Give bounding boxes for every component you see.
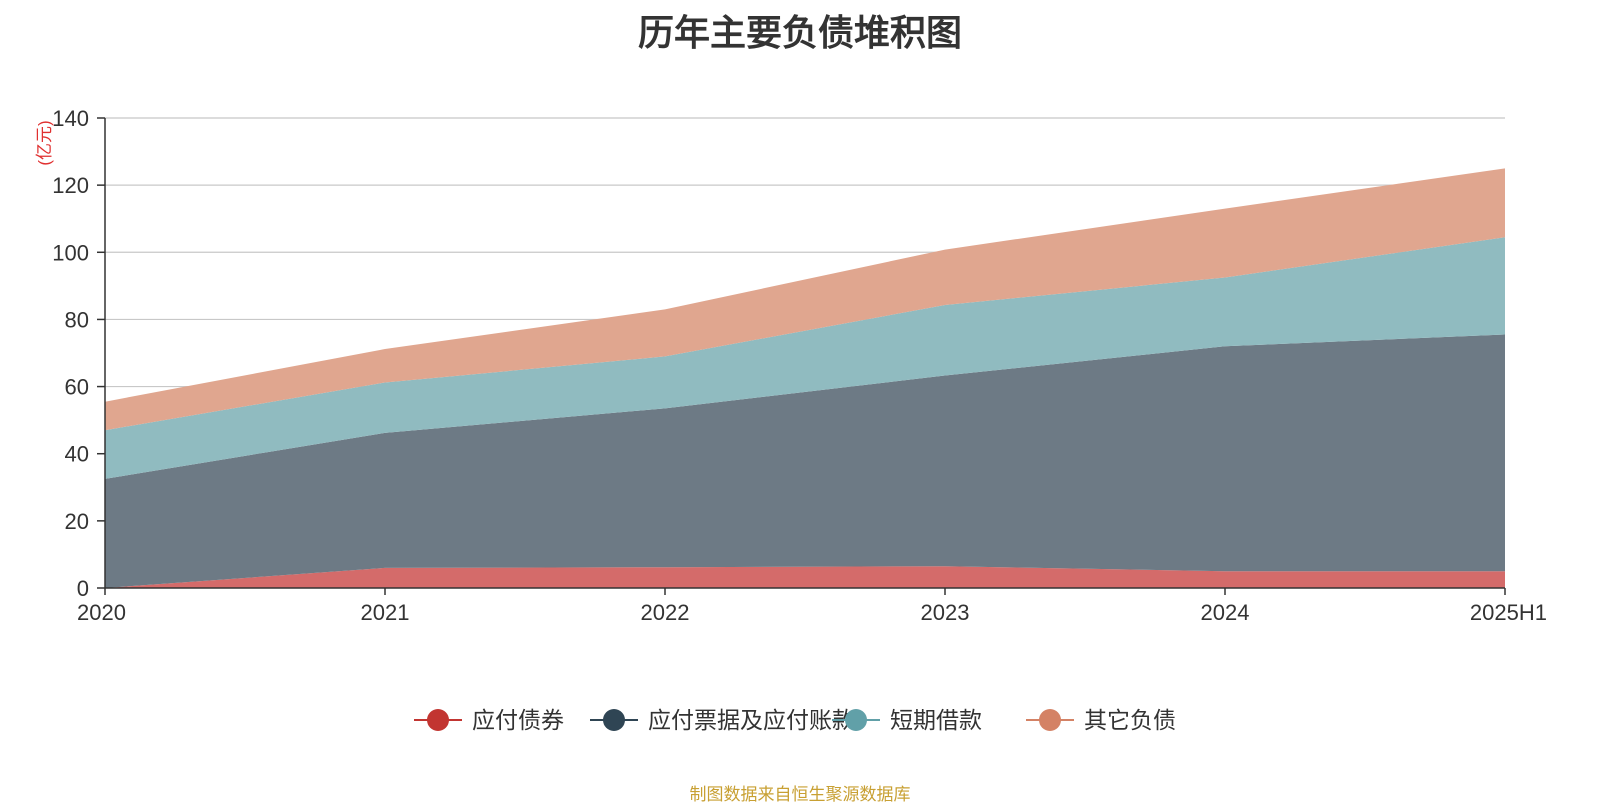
area-其它负债 [105, 168, 1505, 431]
y-tick-labels: 0 20 40 60 80 100 120 140 [52, 106, 105, 601]
x-tick-label: 2024 [1201, 600, 1250, 625]
area-series [105, 168, 1505, 588]
y-tick-label: 0 [77, 576, 89, 601]
y-tick-label: 20 [65, 509, 89, 534]
legend-marker [845, 709, 867, 731]
legend: 应付债券 应付票据及应付账款 短期借款 其它负债 [414, 707, 1176, 733]
area-应付债券 [105, 566, 1505, 588]
legend-item-应付票据及应付账款[interactable]: 应付票据及应付账款 [590, 707, 855, 733]
x-tick-label: 2021 [361, 600, 410, 625]
axes [104, 118, 1505, 589]
legend-item-其它负债[interactable]: 其它负债 [1026, 707, 1176, 733]
y-tick-label: 40 [65, 442, 89, 467]
data-source-note: 制图数据来自恒生聚源数据库 [689, 785, 911, 804]
legend-label: 短期借款 [890, 707, 982, 733]
legend-item-短期借款[interactable]: 短期借款 [832, 707, 982, 733]
y-tick-label: 80 [65, 307, 89, 332]
y-tick-label: 120 [52, 173, 89, 198]
y-axis-unit-label: (亿元) [35, 120, 54, 165]
legend-label: 应付债券 [472, 707, 564, 733]
x-tick-label: 2025H1 [1470, 600, 1547, 625]
x-tick-label: 2022 [641, 600, 690, 625]
legend-item-应付债券[interactable]: 应付债券 [414, 707, 564, 733]
x-tick-label: 2020 [77, 600, 126, 625]
x-tick-labels: 2020 2021 2022 2023 2024 2025H1 [77, 588, 1547, 625]
legend-marker [603, 709, 625, 731]
y-tick-label: 140 [52, 106, 89, 131]
x-tick-label: 2023 [921, 600, 970, 625]
legend-marker [427, 709, 449, 731]
y-tick-label: 100 [52, 240, 89, 265]
legend-label: 其它负债 [1084, 707, 1176, 733]
area-短期借款 [105, 237, 1505, 479]
legend-label: 应付票据及应付账款 [648, 707, 855, 733]
legend-marker [1039, 709, 1061, 731]
area-应付票据及应付账款 [105, 334, 1505, 588]
chart-title: 历年主要负债堆积图 [637, 12, 962, 53]
y-tick-label: 60 [65, 375, 89, 400]
